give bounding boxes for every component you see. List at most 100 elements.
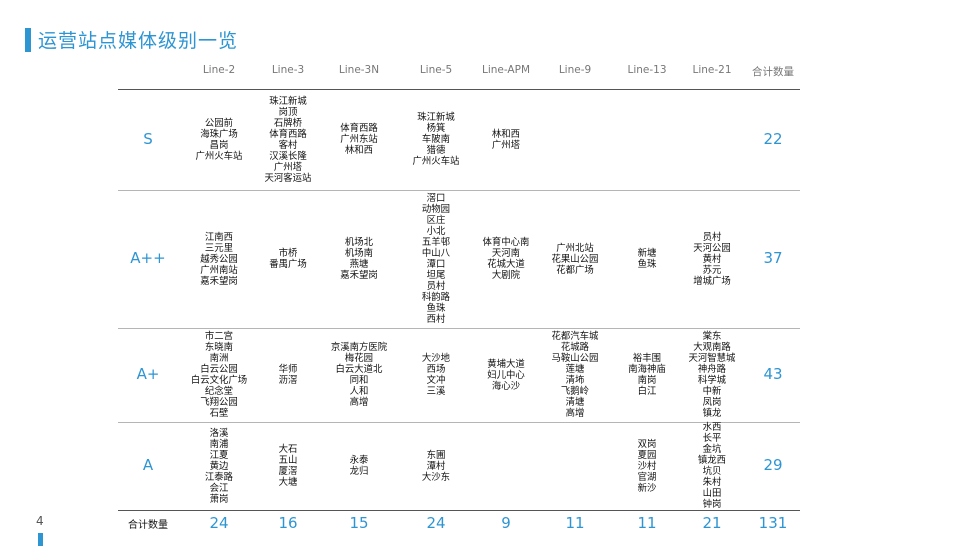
station-name: 大沙地 bbox=[421, 353, 451, 364]
station-name: 大塘 bbox=[278, 477, 298, 488]
station-name: 双岗 bbox=[637, 438, 657, 450]
station-name: 神舟路 bbox=[697, 364, 727, 375]
station-name: 嘉禾望岗 bbox=[200, 275, 238, 287]
station-name: 白云大道北 bbox=[335, 364, 383, 375]
station-name: 高增 bbox=[565, 408, 585, 419]
station-name: 天河南 bbox=[491, 248, 521, 259]
station-name: 东圃 bbox=[426, 449, 446, 461]
station-cell: 花都汽车城 花城路 马鞍山公园 莲塘 清㘵 飞鹅岭 清塘 高增 bbox=[530, 331, 620, 419]
station-name: 南海神庙 bbox=[628, 364, 666, 375]
station-name: 高增 bbox=[349, 397, 369, 408]
station-name: 花都广场 bbox=[556, 264, 594, 276]
column-header: Line-21 bbox=[692, 64, 732, 76]
station-name: 区庄 bbox=[426, 215, 446, 226]
station-cell: 广州北站 花果山公园 花都广场 bbox=[530, 243, 620, 276]
station-name: 苏元 bbox=[702, 264, 722, 276]
station-name: 西村 bbox=[426, 314, 446, 325]
column-header: Line-3N bbox=[338, 64, 380, 76]
station-cell: 东圃 潭村 大沙东 bbox=[391, 450, 481, 483]
station-name: 动物园 bbox=[421, 204, 451, 215]
station-cell: 体育西路 广州东站 林和西 bbox=[314, 123, 404, 156]
station-cell: 江南西 三元里 越秀公园 广州南站 嘉禾望岗 bbox=[174, 232, 264, 287]
station-name: 海心沙 bbox=[491, 380, 521, 392]
station-name: 莲塘 bbox=[565, 364, 585, 375]
station-name: 黄埔大道 bbox=[487, 358, 525, 370]
station-name: 员村 bbox=[426, 281, 446, 292]
station-name: 黄村 bbox=[702, 253, 722, 265]
station-cell: 黄埔大道 妇儿中心 海心沙 bbox=[461, 359, 551, 392]
station-cell: 公园前 海珠广场 昌岗 广州火车站 bbox=[174, 118, 264, 162]
column-sum: 9 bbox=[501, 514, 511, 532]
station-name: 车陂南 bbox=[421, 134, 451, 145]
station-name: 潭村 bbox=[426, 460, 446, 472]
station-name: 镇龙西 bbox=[697, 455, 727, 466]
station-name: 洛溪 bbox=[209, 427, 229, 439]
column-header: Line-5 bbox=[419, 64, 453, 76]
station-name: 潭口 bbox=[426, 259, 446, 270]
station-name: 同和 bbox=[349, 375, 369, 386]
station-name: 广州塔 bbox=[491, 139, 521, 151]
station-name: 白江 bbox=[637, 386, 657, 397]
station-name: 龙归 bbox=[349, 466, 369, 477]
grade-label: S bbox=[143, 129, 153, 148]
station-name: 大石 bbox=[278, 444, 298, 455]
station-cell: 员村 天河公园 黄村 苏元 增城广场 bbox=[667, 232, 757, 287]
station-name: 天河智慧城 bbox=[688, 353, 736, 364]
station-name: 妇儿中心 bbox=[487, 369, 525, 381]
station-name: 燕塘 bbox=[349, 259, 369, 270]
row-total: 29 bbox=[763, 456, 783, 474]
station-cell: 永泰 龙归 bbox=[314, 455, 404, 477]
station-cell: 珠江新城 杨箕 车陂南 猎德 广州火车站 bbox=[391, 112, 481, 167]
station-name: 大观南路 bbox=[693, 342, 731, 353]
station-name: 海珠广场 bbox=[200, 128, 238, 140]
station-name: 朱村 bbox=[702, 477, 722, 488]
station-name: 岗顶 bbox=[278, 106, 298, 118]
column-sum: 24 bbox=[209, 514, 229, 532]
page-title: 运营站点媒体级别一览 bbox=[38, 30, 239, 52]
column-header: Line-13 bbox=[627, 64, 667, 76]
column-header: 合计数量 bbox=[752, 66, 794, 78]
station-name: 夏园 bbox=[637, 449, 657, 461]
station-name: 体育西路 bbox=[340, 123, 378, 134]
station-name: 镇龙 bbox=[702, 408, 722, 419]
station-name: 小北 bbox=[426, 226, 446, 237]
station-name: 新塘 bbox=[637, 248, 657, 259]
row-total: 43 bbox=[763, 365, 783, 383]
station-name: 汉溪长隆 bbox=[269, 150, 307, 162]
station-cell: 裕丰围 南海神庙 南岗 白江 bbox=[602, 353, 692, 397]
station-name: 新沙 bbox=[637, 482, 657, 494]
station-name: 越秀公园 bbox=[200, 253, 238, 265]
table-rule bbox=[118, 510, 800, 511]
station-name: 鱼珠 bbox=[637, 259, 657, 270]
station-name: 五山 bbox=[278, 455, 298, 466]
grade-label: A+ bbox=[136, 365, 160, 383]
station-name: 西场 bbox=[426, 364, 446, 375]
column-header: Line-2 bbox=[202, 64, 236, 76]
station-name: 花城路 bbox=[560, 342, 590, 353]
station-name: 南洲 bbox=[209, 353, 229, 364]
station-name: 天河公园 bbox=[693, 242, 731, 254]
station-name: 江夏 bbox=[209, 449, 229, 461]
station-name: 猎德 bbox=[426, 145, 446, 156]
station-cell: 新塘 鱼珠 bbox=[602, 248, 692, 270]
station-cell: 林和西 广州塔 bbox=[461, 129, 551, 151]
station-cell: 市桥 番禺广场 bbox=[243, 248, 333, 270]
station-name: 五羊邨 bbox=[421, 237, 451, 248]
station-name: 滘口 bbox=[426, 193, 446, 204]
station-cell: 华师 沥滘 bbox=[243, 364, 333, 386]
station-name: 清㘵 bbox=[565, 375, 585, 386]
station-name: 花果山公园 bbox=[551, 253, 599, 265]
station-cell: 棠东 大观南路 天河智慧城 神舟路 科学城 中新 凤岗 镇龙 bbox=[667, 331, 757, 419]
table-rule bbox=[118, 422, 800, 423]
station-name: 石牌桥 bbox=[273, 117, 303, 129]
station-name: 南浦 bbox=[209, 438, 229, 450]
station-name: 广州火车站 bbox=[412, 156, 460, 167]
station-name: 江南西 bbox=[204, 231, 234, 243]
station-name: 棠东 bbox=[702, 331, 722, 342]
station-name: 中新 bbox=[702, 386, 722, 397]
table-rule bbox=[118, 328, 800, 329]
station-name: 江泰路 bbox=[204, 471, 234, 483]
grade-label: A bbox=[142, 456, 154, 474]
station-name: 珠江新城 bbox=[417, 112, 455, 123]
station-name: 广州东站 bbox=[340, 134, 378, 145]
